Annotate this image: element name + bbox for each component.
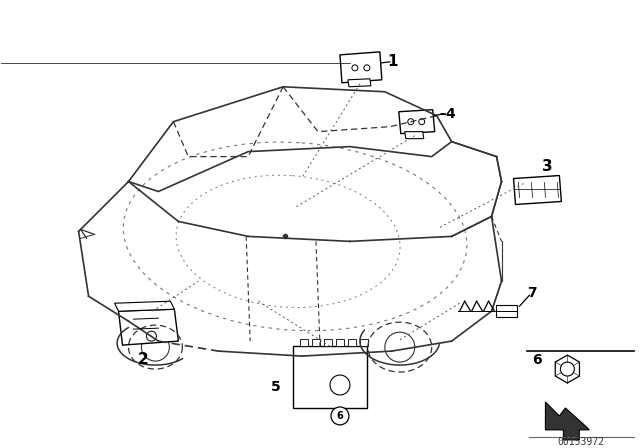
Bar xyxy=(293,346,367,408)
Polygon shape xyxy=(545,402,589,440)
Text: 6: 6 xyxy=(532,353,542,367)
Text: 1: 1 xyxy=(387,54,397,69)
Text: 00153972: 00153972 xyxy=(558,437,605,447)
Text: 2: 2 xyxy=(138,352,149,366)
Text: 5: 5 xyxy=(271,380,281,394)
Bar xyxy=(324,339,332,346)
Polygon shape xyxy=(340,52,382,83)
Text: –4: –4 xyxy=(440,107,456,121)
Bar xyxy=(348,339,356,346)
Circle shape xyxy=(331,407,349,425)
Polygon shape xyxy=(556,355,579,383)
Bar xyxy=(495,305,518,317)
Bar xyxy=(360,339,368,346)
Bar xyxy=(336,339,344,346)
Polygon shape xyxy=(513,176,561,204)
Bar xyxy=(312,339,320,346)
Polygon shape xyxy=(348,79,371,87)
Text: 7: 7 xyxy=(527,286,537,300)
Polygon shape xyxy=(115,301,174,311)
Bar xyxy=(300,339,308,346)
Text: 6: 6 xyxy=(337,411,343,421)
Text: 3: 3 xyxy=(542,159,553,174)
Polygon shape xyxy=(399,110,435,134)
Polygon shape xyxy=(118,309,179,345)
Polygon shape xyxy=(404,132,424,138)
